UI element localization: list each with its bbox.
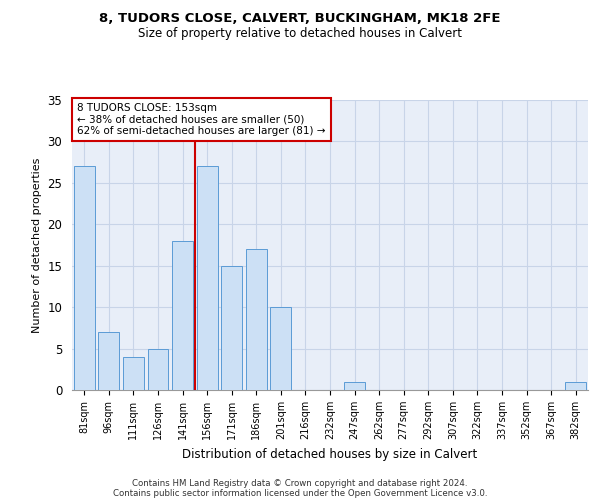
Bar	[221, 266, 242, 390]
Bar	[123, 357, 144, 390]
Bar	[98, 332, 119, 390]
Bar	[148, 348, 169, 390]
Bar	[172, 241, 193, 390]
Text: 8 TUDORS CLOSE: 153sqm
← 38% of detached houses are smaller (50)
62% of semi-det: 8 TUDORS CLOSE: 153sqm ← 38% of detached…	[77, 103, 326, 136]
Bar	[246, 249, 267, 390]
Y-axis label: Number of detached properties: Number of detached properties	[32, 158, 42, 332]
Bar	[197, 166, 218, 390]
Text: Contains HM Land Registry data © Crown copyright and database right 2024.: Contains HM Land Registry data © Crown c…	[132, 478, 468, 488]
Text: Contains public sector information licensed under the Open Government Licence v3: Contains public sector information licen…	[113, 488, 487, 498]
Bar	[74, 166, 95, 390]
Text: 8, TUDORS CLOSE, CALVERT, BUCKINGHAM, MK18 2FE: 8, TUDORS CLOSE, CALVERT, BUCKINGHAM, MK…	[99, 12, 501, 26]
Bar	[271, 307, 292, 390]
Bar	[344, 382, 365, 390]
Bar	[565, 382, 586, 390]
X-axis label: Distribution of detached houses by size in Calvert: Distribution of detached houses by size …	[182, 448, 478, 460]
Text: Size of property relative to detached houses in Calvert: Size of property relative to detached ho…	[138, 28, 462, 40]
